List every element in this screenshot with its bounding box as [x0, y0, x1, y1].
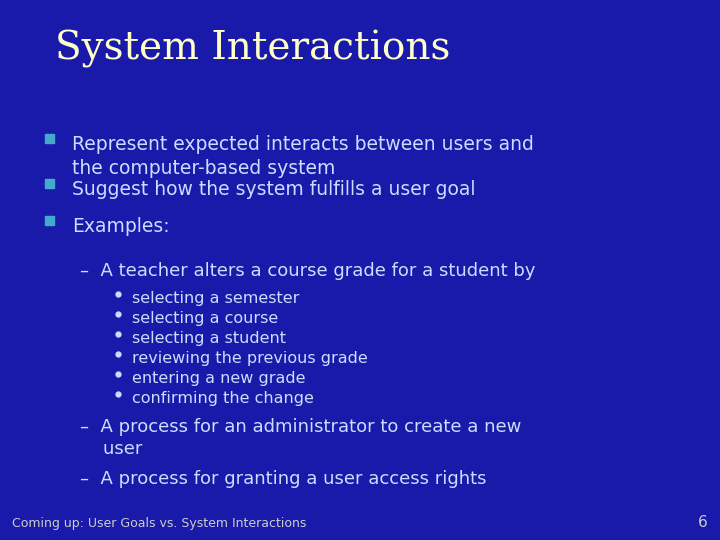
- Bar: [45, 134, 54, 143]
- Bar: [45, 216, 54, 225]
- Text: confirming the change: confirming the change: [132, 391, 314, 406]
- Text: –  A process for an administrator to create a new
    user: – A process for an administrator to crea…: [80, 418, 521, 458]
- Text: selecting a course: selecting a course: [132, 311, 278, 326]
- Text: System Interactions: System Interactions: [55, 30, 451, 68]
- Text: selecting a semester: selecting a semester: [132, 291, 300, 306]
- Bar: [45, 179, 54, 188]
- Text: Suggest how the system fulfills a user goal: Suggest how the system fulfills a user g…: [72, 180, 475, 199]
- Text: Represent expected interacts between users and
the computer-based system: Represent expected interacts between use…: [72, 135, 534, 178]
- Text: –  A teacher alters a course grade for a student by: – A teacher alters a course grade for a …: [80, 262, 536, 280]
- Text: –  A process for granting a user access rights: – A process for granting a user access r…: [80, 470, 487, 488]
- Text: entering a new grade: entering a new grade: [132, 371, 305, 386]
- Text: Examples:: Examples:: [72, 217, 170, 236]
- Text: selecting a student: selecting a student: [132, 331, 286, 346]
- Text: Coming up: User Goals vs. System Interactions: Coming up: User Goals vs. System Interac…: [12, 517, 307, 530]
- Text: reviewing the previous grade: reviewing the previous grade: [132, 351, 368, 366]
- Text: 6: 6: [698, 515, 708, 530]
